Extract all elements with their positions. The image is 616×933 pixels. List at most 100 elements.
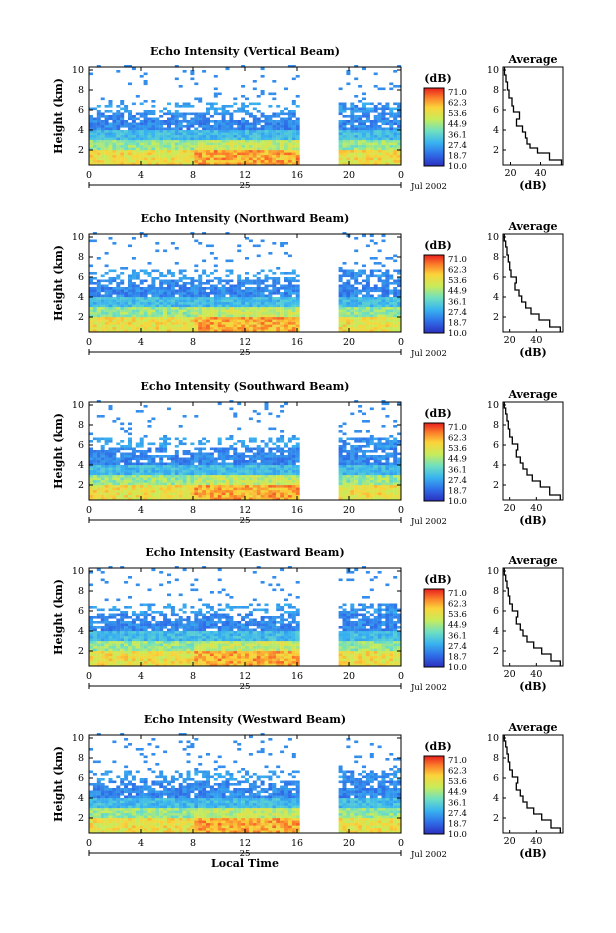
heatmap-cell [253,115,257,118]
heatmap-cell [389,305,393,308]
heatmap-cell [190,135,194,138]
heatmap-cell [120,325,124,328]
heatmap-cell [245,237,249,240]
heatmap-cell [179,305,183,308]
heatmap-cell [241,465,245,468]
heatmap-cell [206,275,210,278]
heatmap-cell [233,448,237,451]
x-tick-label: 4 [138,337,144,348]
heatmap-cell [194,138,198,141]
heatmap-cell [233,295,237,298]
heatmap-cell [132,272,136,275]
heatmap-cell [187,312,191,315]
heatmap-cell [276,125,280,128]
heatmap-cell [101,455,105,458]
heatmap-cell [112,312,116,315]
heatmap-cell [346,453,350,456]
heatmap-cell [148,125,152,128]
heatmap-cell [292,145,296,148]
heatmap-cell [378,302,382,305]
panel-title: Echo Intensity (Eastward Beam) [145,546,344,559]
heatmap-cell [272,465,276,468]
heatmap-cell [343,160,347,163]
heatmap-cell [226,133,230,136]
heatmap-cell [249,133,253,136]
heatmap-cell [393,488,397,491]
heatmap-cell [159,158,163,161]
heatmap-cell [190,148,194,151]
heatmap-cell [101,493,105,496]
heatmap-cell [175,488,179,491]
heatmap-cell [350,493,354,496]
heatmap-cell [136,135,140,138]
heatmap-cell [210,108,214,111]
heatmap-cell [284,155,288,158]
heatmap-cell [179,125,183,128]
heatmap-cell [229,128,233,131]
heatmap-cell [362,158,366,161]
heatmap-cell [374,148,378,151]
heatmap-cell [288,155,292,158]
heatmap-cell [276,128,280,131]
heatmap-cell [214,312,218,315]
heatmap-cell [292,453,296,456]
heatmap-cell [97,453,101,456]
heatmap-cell [343,302,347,305]
heatmap-cell [370,315,374,318]
heatmap-cell [112,483,116,486]
heatmap-cell [112,135,116,138]
heatmap-cell [93,305,97,308]
heatmap-cell [257,478,261,481]
heatmap-cell [112,310,116,313]
heatmap-cell [366,327,370,330]
heatmap-cell [385,493,389,496]
heatmap-cell [343,145,347,148]
heatmap-cell [257,138,261,141]
heatmap-cell [167,470,171,473]
heatmap-cell [159,160,163,163]
heatmap-cell [101,300,105,303]
panel-title: Echo Intensity (Vertical Beam) [150,45,340,58]
heatmap-cell [272,242,276,245]
heatmap-cell [253,302,257,305]
heatmap-cell [350,118,354,121]
heatmap-cell [124,138,128,141]
heatmap-cell [374,297,378,300]
heatmap-cell [112,495,116,498]
heatmap-cell [155,325,159,328]
heatmap-cell [362,438,366,441]
heatmap-cell [155,250,159,253]
heatmap-cell [237,310,241,313]
heatmap-cell [272,473,276,476]
heatmap-cell [241,478,245,481]
heatmap-cell [233,135,237,138]
heatmap-cell [210,140,214,143]
heatmap-cell [358,115,362,118]
heatmap-cell [218,150,222,153]
heatmap-cell [358,150,362,153]
heatmap-cell [354,438,358,441]
heatmap-cell [222,317,226,320]
heatmap-cell [163,325,167,328]
heatmap-cell [261,307,265,310]
heatmap-cell [354,158,358,161]
heatmap-cell [206,133,210,136]
heatmap-cell [362,310,366,313]
heatmap-cell [354,468,358,471]
heatmap-cell [183,438,187,441]
heatmap-cell [194,312,198,315]
heatmap-cell [261,488,265,491]
heatmap-cell [389,140,393,143]
heatmap-cell [253,143,257,146]
heatmap-cell [253,495,257,498]
heatmap-cell [346,280,350,283]
heatmap-cell [339,105,343,108]
heatmap-cell [370,143,374,146]
heatmap-cell [389,435,393,438]
heatmap-cell [296,312,300,315]
heatmap-cell [148,272,152,275]
heatmap-cell [124,292,128,295]
avg-y-tick-label: 6 [493,272,499,283]
heatmap-cell [116,145,120,148]
heatmap-cell [159,495,163,498]
